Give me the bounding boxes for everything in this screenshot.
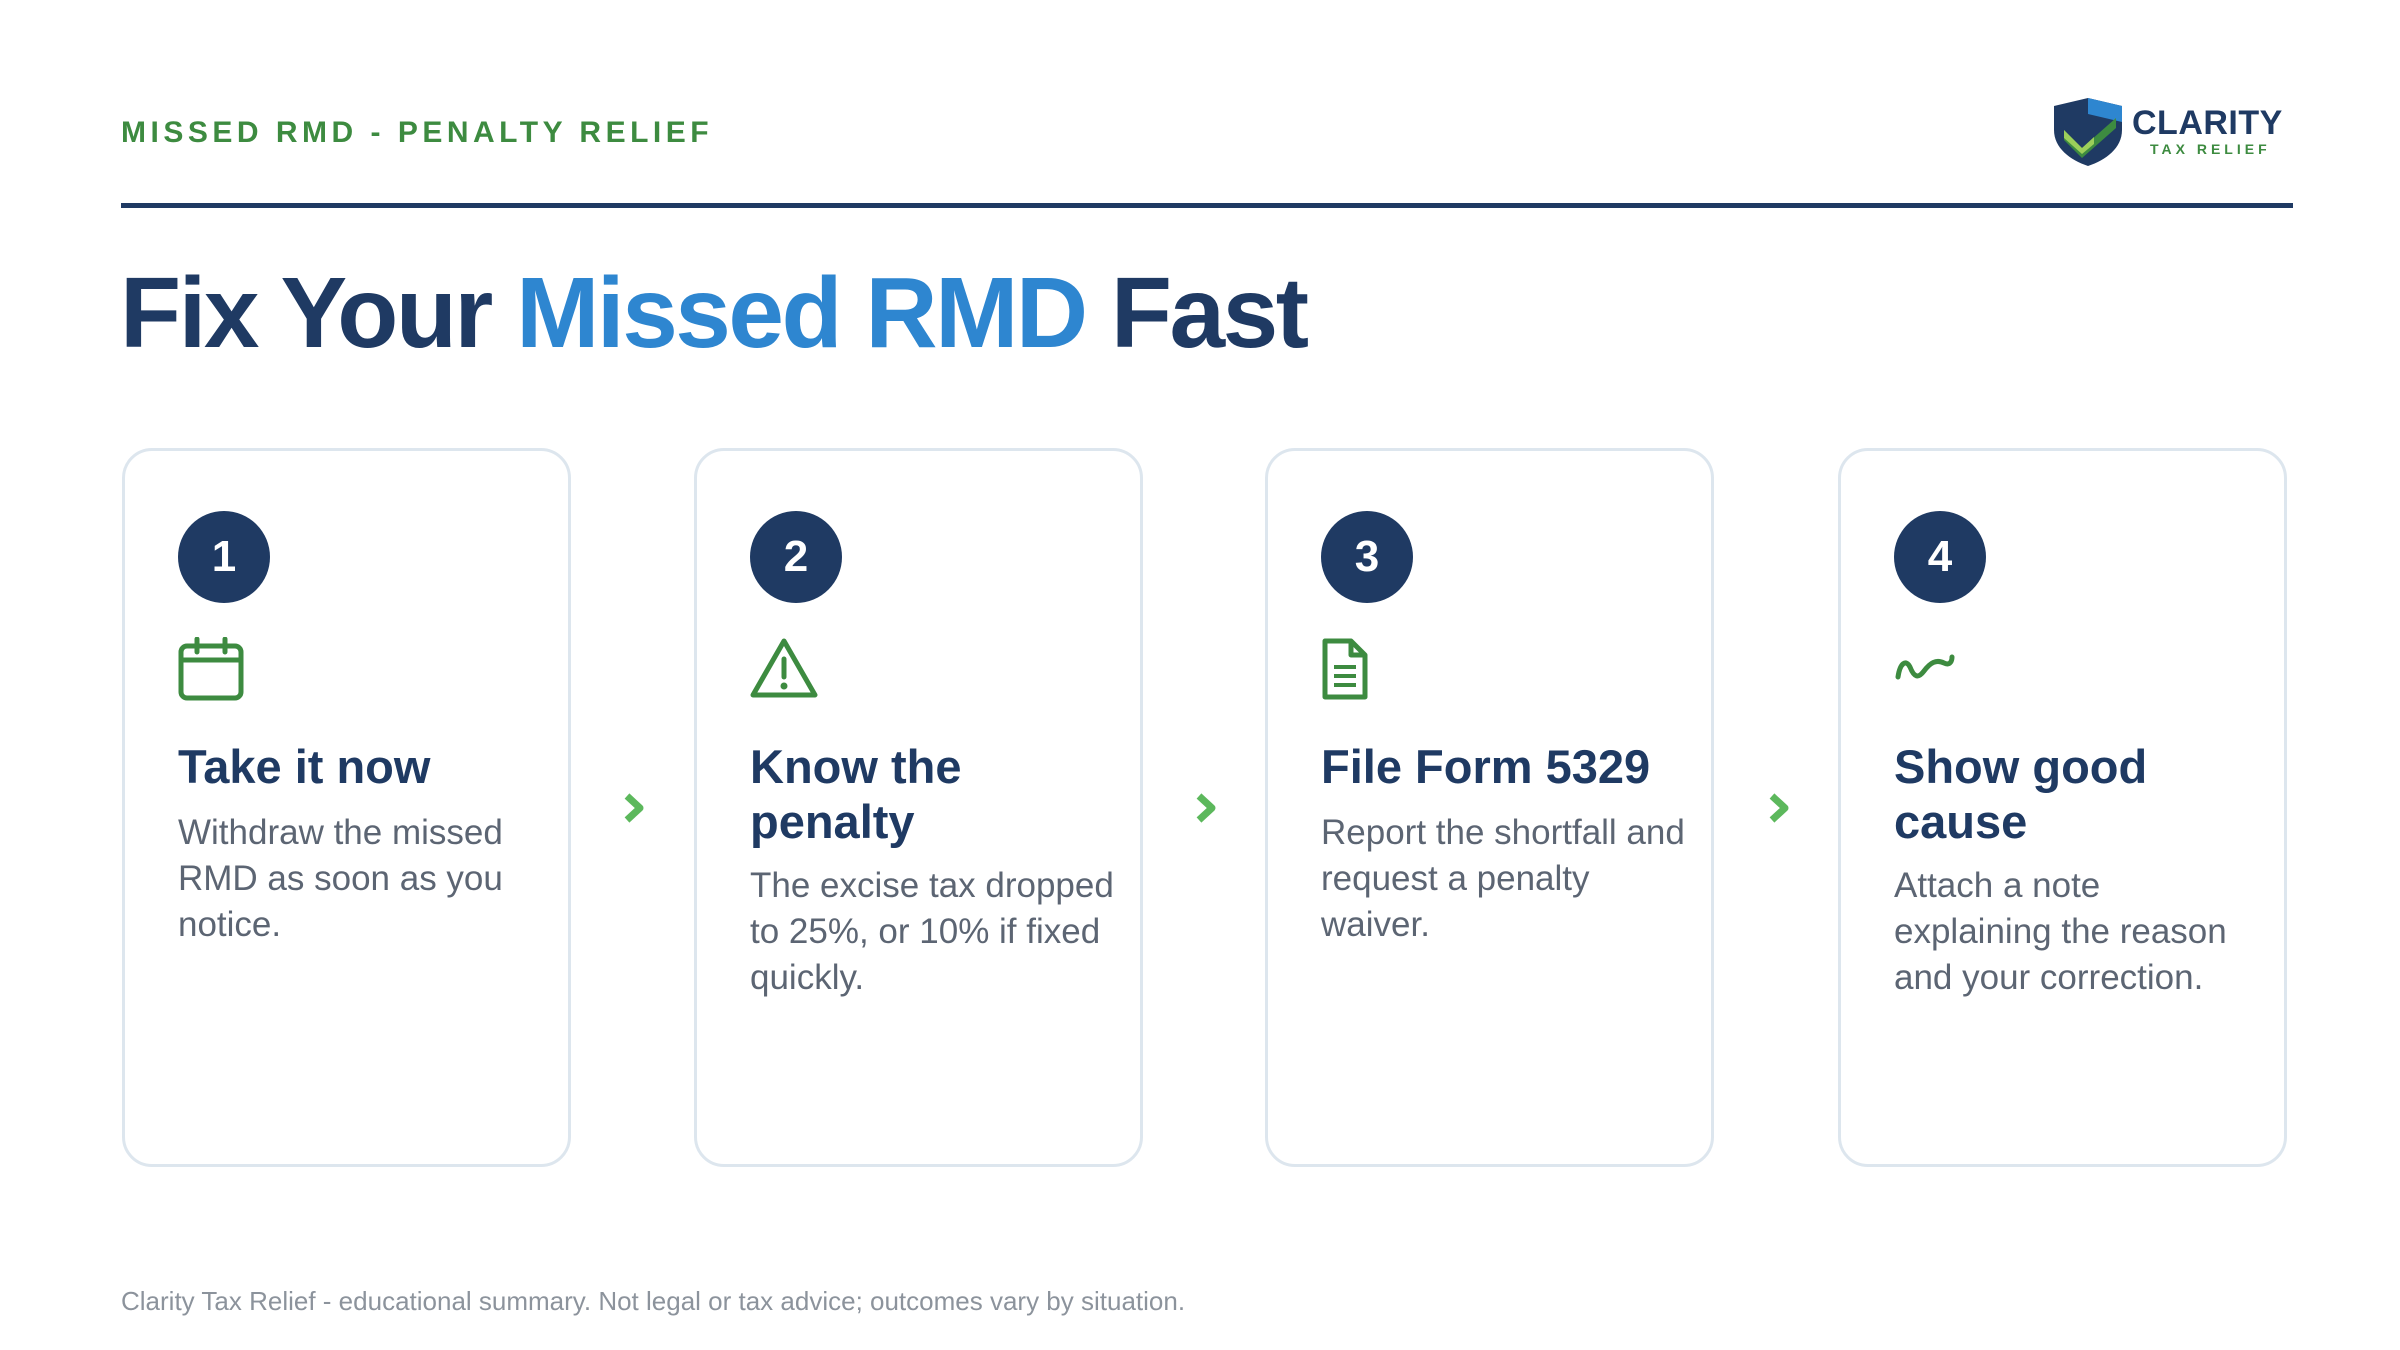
- step-card-3: 3 File Form 5329 Report the shortfall an…: [1265, 448, 1714, 1167]
- step-number-2: 2: [750, 511, 842, 603]
- title-part-1: Fix Your: [120, 257, 517, 369]
- chevron-right-icon: [619, 790, 649, 826]
- footer-disclaimer: Clarity Tax Relief - educational summary…: [121, 1286, 1186, 1316]
- step-number-1: 1: [178, 511, 270, 603]
- step-number-4: 4: [1894, 511, 1986, 603]
- eyebrow-label: MISSED RMD - PENALTY RELIEF: [121, 116, 714, 149]
- header-divider: [121, 203, 2293, 208]
- step-card-1: 1 Take it now Withdraw the missed RMD as…: [122, 448, 571, 1167]
- document-icon: [1321, 637, 1369, 706]
- step-desc-3: Report the shortfall and request a penal…: [1321, 813, 1685, 944]
- step-title-2: Know the penalty: [750, 740, 962, 848]
- logo-brand: CLARITY: [2132, 104, 2283, 142]
- step-title-1: Take it now: [178, 740, 431, 793]
- step-title-4: Show good cause: [1894, 740, 2148, 848]
- step-card-2: 2 Know the penalty The excise tax droppe…: [694, 448, 1143, 1167]
- step-title-3: File Form 5329: [1321, 740, 1651, 793]
- chevron-right-icon: [1764, 790, 1794, 826]
- step-number-3: 3: [1321, 511, 1413, 603]
- logo-subtitle: TAX RELIEF: [2150, 141, 2271, 157]
- clarity-logo: CLARITY TAX RELIEF: [2050, 96, 2290, 168]
- page-title: Fix Your Missed RMD Fast: [120, 257, 1309, 369]
- chevron-right-icon: [1191, 790, 1221, 826]
- step-card-4: 4 Show good cause Attach a note explaini…: [1838, 448, 2287, 1167]
- title-accent: Missed RMD: [516, 257, 1088, 369]
- warning-icon: [750, 637, 818, 704]
- signature-icon: [1894, 649, 1956, 690]
- step-desc-4: Attach a note explaining the reason and …: [1894, 866, 2227, 997]
- step-desc-2: The excise tax dropped to 25%, or 10% if…: [750, 866, 1114, 997]
- step-desc-1: Withdraw the missed RMD as soon as you n…: [178, 813, 503, 944]
- calendar-icon: [178, 636, 244, 706]
- title-part-2: Fast: [1085, 257, 1309, 369]
- shield-check-icon: [2054, 98, 2122, 166]
